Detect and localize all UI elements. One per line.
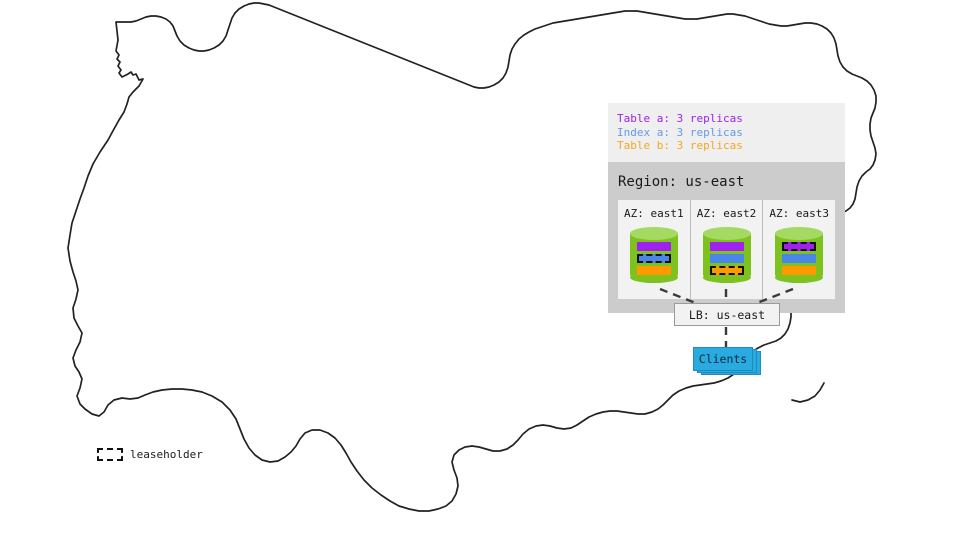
leaseholder-legend-label: leaseholder <box>130 448 203 461</box>
cylinder-top <box>702 226 751 240</box>
us-east-deployment-diagram: Table a: 3 replicas Index a: 3 replicas … <box>608 103 845 349</box>
replica-table-a <box>709 241 744 251</box>
replica-stack-east3 <box>782 241 817 275</box>
replica-stack-east2 <box>709 241 744 275</box>
database-node-east2 <box>702 226 751 289</box>
replica-stack-east1 <box>636 241 671 275</box>
region-title: Region: us-east <box>618 173 745 190</box>
az-label-east1: AZ: east1 <box>624 206 684 220</box>
replica-table-a <box>636 241 671 251</box>
replica-key-row-table-a: Table a: 3 replicas <box>617 112 743 125</box>
replica-key-row-table-b: Table b: 3 replicas <box>617 139 743 152</box>
load-balancer-box[interactable]: LB: us-east <box>674 303 780 326</box>
database-node-east1 <box>629 226 678 289</box>
replica-table-b <box>636 265 671 275</box>
az-label-east2: AZ: east2 <box>696 206 757 220</box>
leaseholder-legend: leaseholder <box>97 448 203 461</box>
replica-table-a-leaseholder <box>782 241 817 251</box>
az-column-east1: AZ: east1 <box>618 200 690 299</box>
cylinder-top <box>775 226 824 240</box>
region-panel: Region: us-east AZ: east1 AZ: <box>608 161 845 313</box>
leaseholder-swatch-icon <box>97 448 123 461</box>
replica-key-row-index-a: Index a: 3 replicas <box>617 125 743 139</box>
availability-zones-container: AZ: east1 AZ: east2 <box>618 199 835 299</box>
replica-index-a-leaseholder <box>636 253 671 263</box>
cylinder-top <box>629 226 678 240</box>
az-column-east3: AZ: east3 <box>762 199 835 299</box>
replica-index-a <box>709 253 744 263</box>
clients-stack[interactable]: Clients <box>693 347 761 375</box>
replica-table-b <box>782 265 817 275</box>
az-column-east2: AZ: east2 <box>689 199 763 299</box>
us-florida-path <box>791 382 825 403</box>
database-node-east3 <box>775 226 824 289</box>
replica-table-b-leaseholder <box>709 265 744 275</box>
clients-card-front[interactable]: Clients <box>693 347 753 371</box>
replica-key-panel: Table a: 3 replicas Index a: 3 replicas … <box>608 103 845 162</box>
az-label-east3: AZ: east3 <box>769 206 829 220</box>
replica-index-a <box>782 253 817 263</box>
